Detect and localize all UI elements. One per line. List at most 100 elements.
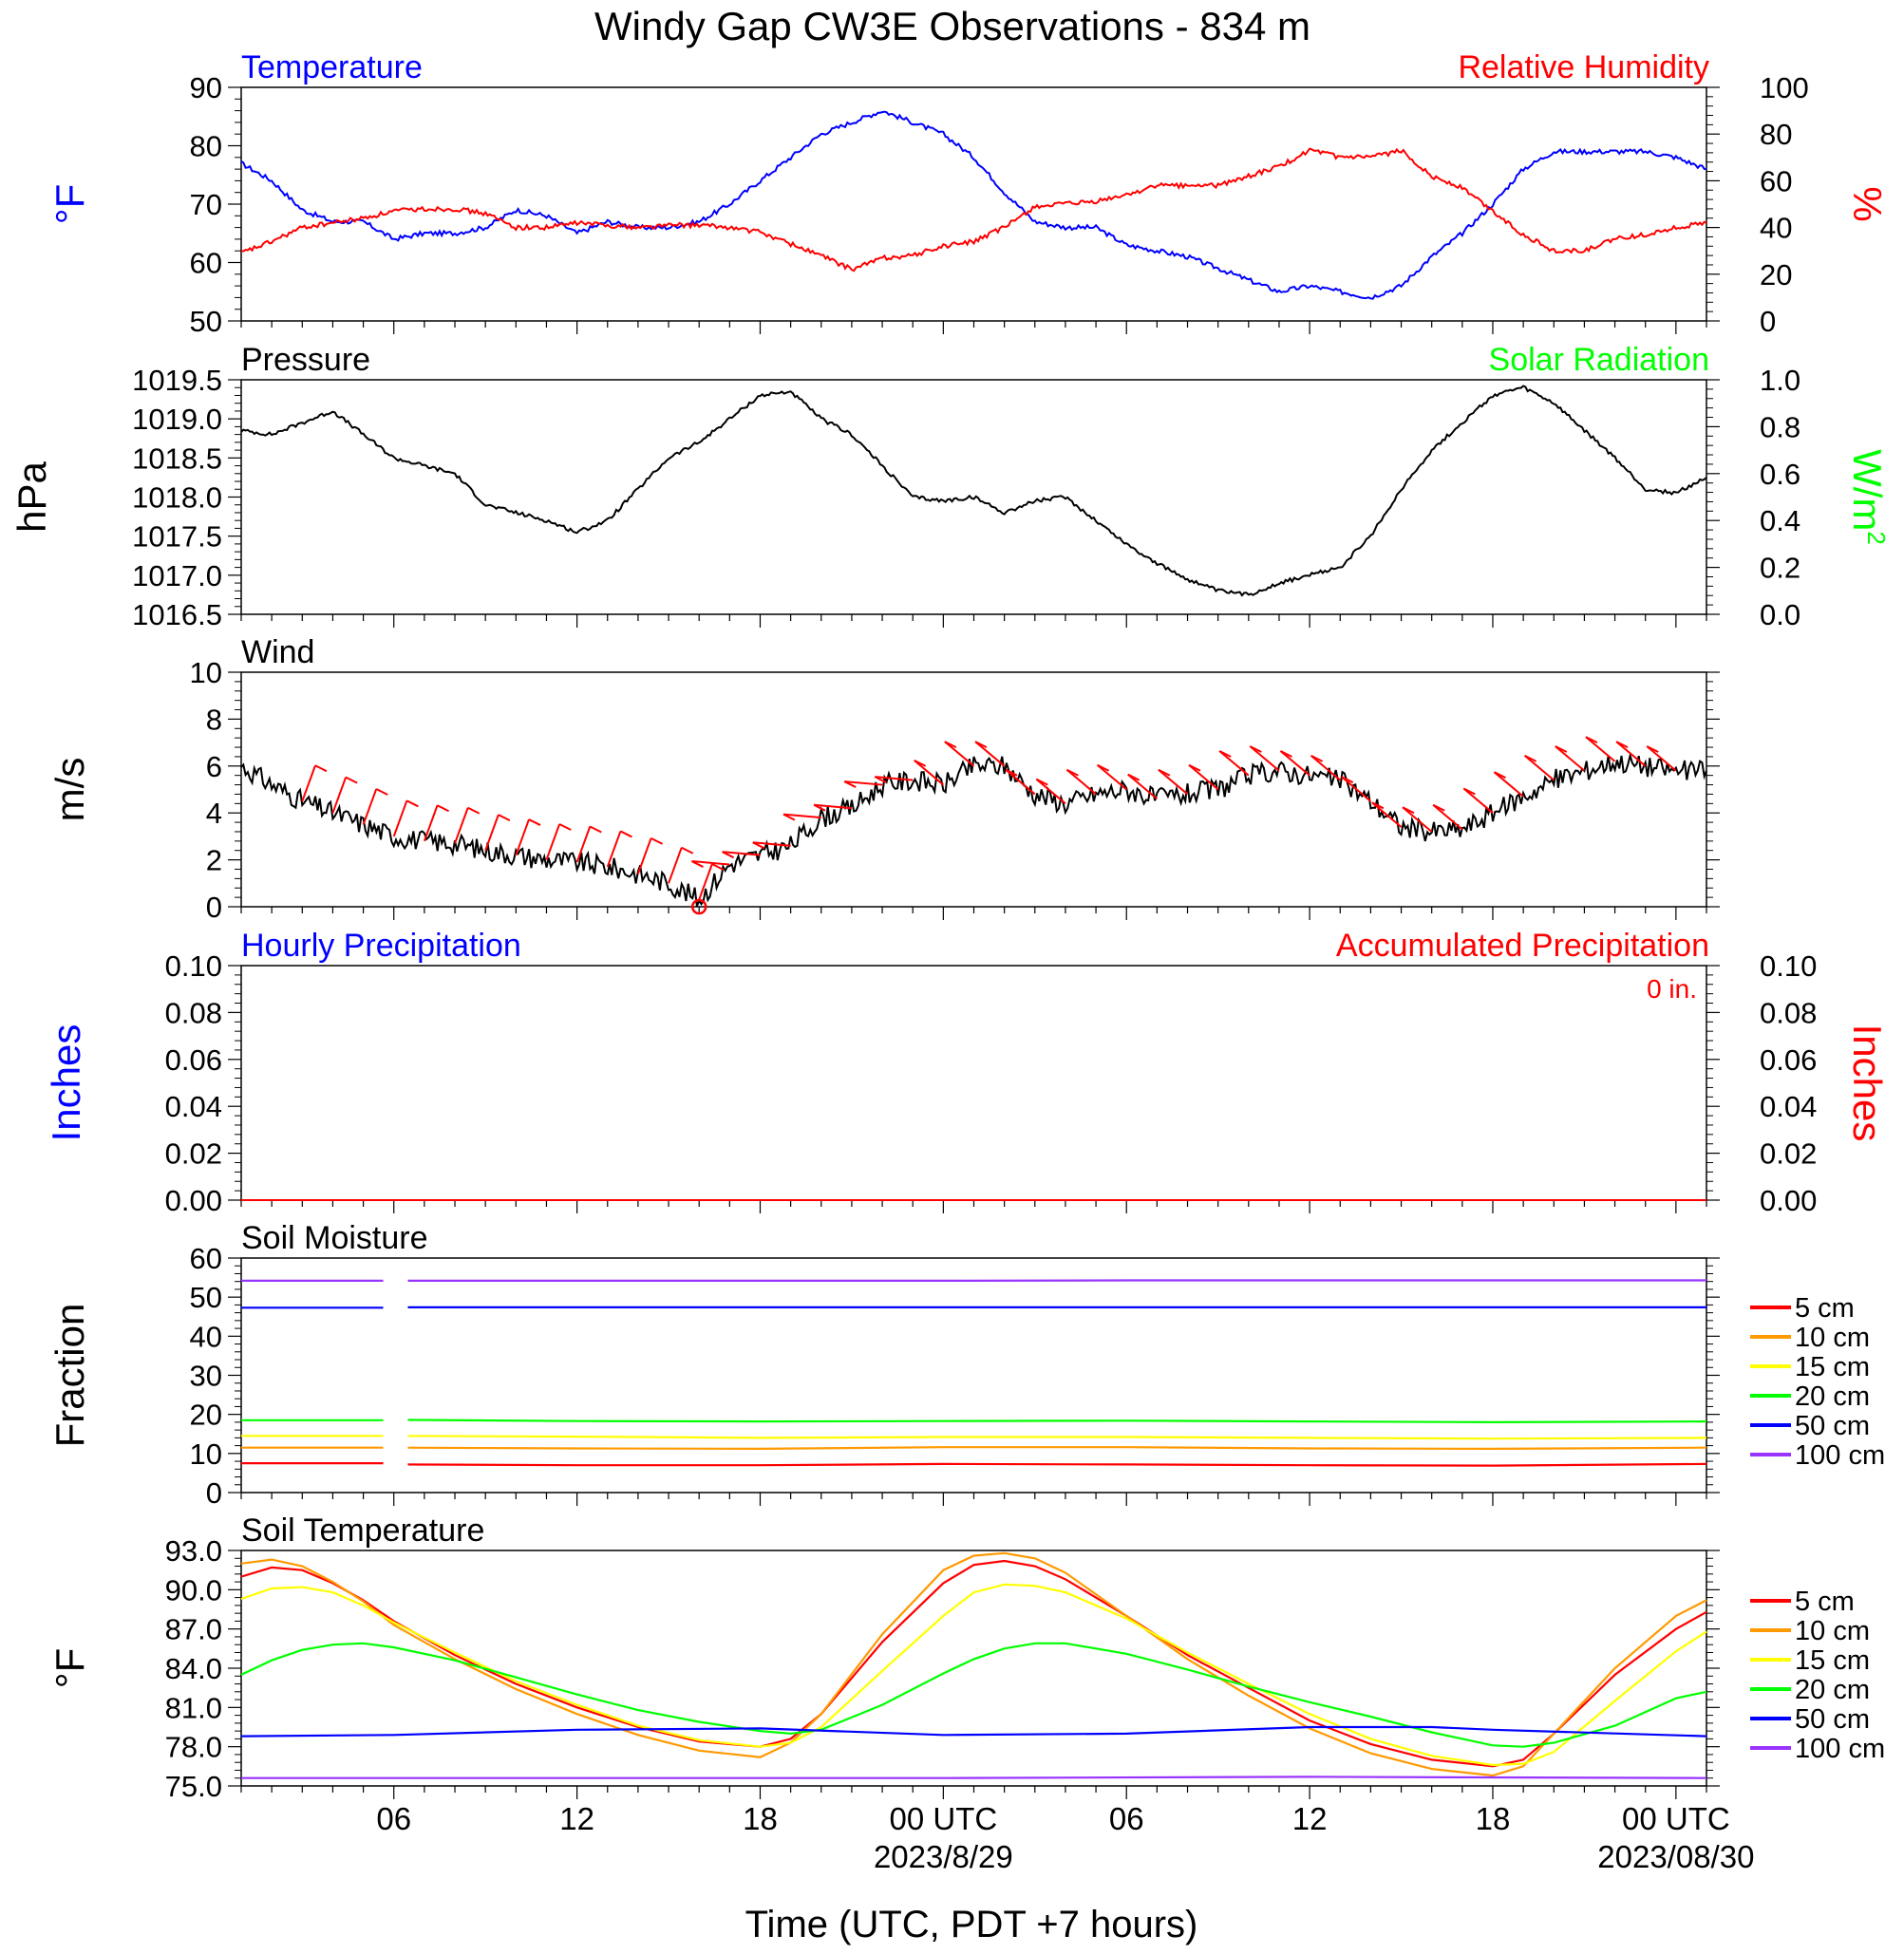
- y-left-tick-label: 10: [190, 656, 222, 689]
- y-left-axis-label: hPa: [9, 460, 54, 532]
- y-left-tick-label: 8: [206, 703, 222, 736]
- x-tick-date-label: 2023/8/29: [874, 1839, 1013, 1874]
- y-right-tick-label: 0.10: [1760, 949, 1817, 983]
- legend-label: 20 cm: [1795, 1381, 1870, 1412]
- y-right-axis-label: %: [1845, 186, 1890, 221]
- x-axis-label: Time (UTC, PDT +7 hours): [745, 1904, 1198, 1945]
- wind-barb: [362, 788, 378, 825]
- wind-barb: [1035, 778, 1066, 805]
- y-right-tick-label: 0.8: [1760, 410, 1800, 443]
- wind-barb-flag: [914, 759, 927, 767]
- wind-barb-flag: [944, 741, 957, 748]
- y-left-tick-label: 90.0: [165, 1573, 222, 1606]
- wind-barb: [844, 780, 883, 786]
- y-left-tick-label: 20: [190, 1399, 222, 1432]
- wind-barb: [944, 741, 975, 767]
- y-right-tick-label: 60: [1760, 164, 1792, 197]
- wind-barb-flag: [1371, 801, 1385, 810]
- y-left-tick-label: 0: [206, 891, 222, 924]
- wind-barb-flag: [1158, 768, 1171, 777]
- y-left-tick-label: 1017.5: [132, 520, 222, 554]
- wind-barb-flag: [650, 836, 664, 845]
- wind-barb: [1646, 745, 1677, 772]
- panel-title-left: Temperature: [241, 49, 423, 85]
- wind-barb: [698, 863, 713, 900]
- x-tick-label: 06: [376, 1801, 411, 1836]
- wind-barb: [331, 777, 348, 814]
- y-left-tick-label: 84.0: [165, 1652, 222, 1685]
- wind-barb-flag: [691, 860, 704, 868]
- wind-barb-flag: [1432, 803, 1445, 812]
- panel-temperature: 90 80 70 60 50 100 80 60 40 20 0 Temperature Relativ…: [47, 49, 1890, 338]
- y-left-axis-label: Fraction: [47, 1304, 92, 1448]
- wind-barb-flag: [843, 780, 857, 788]
- x-tick-label: 18: [743, 1801, 778, 1836]
- y-left-tick-label: 1018.5: [132, 442, 222, 475]
- data-gap: [383, 1277, 408, 1474]
- x-tick-label: 12: [1292, 1801, 1328, 1836]
- wind-barb-flag: [1555, 745, 1568, 753]
- wind-barb-flag: [711, 863, 725, 871]
- wind-barb-flag: [528, 818, 541, 826]
- wind-barb-flag: [722, 851, 735, 859]
- legend-label: 100 cm: [1795, 1734, 1885, 1764]
- wind-barb-flag: [345, 776, 358, 784]
- series-line-50-cm: [240, 1725, 1707, 1738]
- wind-barb: [1585, 736, 1616, 762]
- y-right-tick-label: 0.08: [1760, 996, 1817, 1029]
- wind-barb: [1218, 750, 1250, 777]
- panel-title-left: Soil Moisture: [241, 1220, 428, 1256]
- series-line-20-cm: [240, 1642, 1707, 1748]
- panel-precipitation: 0.10 0.08 0.06 0.04 0.02 0.00 0.10 0.08 0.06 0.04…: [44, 928, 1890, 1217]
- series-line--ff0000: [241, 147, 1707, 272]
- legend-label: 10 cm: [1795, 1616, 1870, 1646]
- legend-label: 20 cm: [1795, 1675, 1870, 1705]
- wind-barb-flag: [437, 804, 450, 813]
- y-left-tick-label: 0.04: [165, 1090, 222, 1123]
- wind-barb-flag: [1188, 763, 1201, 772]
- y-right-axis-label: Inches: [1845, 1024, 1890, 1142]
- series-line--000000: [240, 385, 1707, 597]
- y-left-tick-label: 0.02: [165, 1137, 222, 1171]
- y-left-tick-label: 1018.0: [132, 481, 222, 515]
- wind-barb: [1279, 750, 1310, 777]
- wind-barb: [1310, 755, 1341, 781]
- y-right-tick-label: 0.0: [1760, 598, 1800, 631]
- wind-barb-flag: [782, 813, 796, 821]
- wind-barb-flag: [1065, 768, 1079, 777]
- y-left-tick-label: 87.0: [165, 1613, 222, 1646]
- wind-barb: [1158, 768, 1189, 796]
- wind-barb: [1096, 764, 1127, 791]
- y-left-tick-label: 10: [190, 1437, 222, 1471]
- y-left-tick-label: 75.0: [165, 1770, 222, 1803]
- y-left-tick-label: 0.10: [165, 949, 222, 983]
- wind-barb-flag: [498, 814, 511, 822]
- wind-barb: [515, 818, 530, 856]
- wind-barb-flag: [1005, 768, 1018, 777]
- x-tick-label: 00 UTC: [1622, 1801, 1730, 1836]
- wind-barb: [484, 814, 500, 852]
- y-left-tick-label: 0: [206, 1476, 222, 1510]
- legend-label: 50 cm: [1795, 1704, 1870, 1735]
- wind-barb-flag: [375, 788, 388, 796]
- wind-barb-flag: [558, 823, 572, 831]
- legend-label: 15 cm: [1795, 1352, 1870, 1382]
- legend-label: 5 cm: [1795, 1587, 1855, 1617]
- y-left-tick-label: 4: [206, 797, 222, 830]
- wind-barb: [752, 841, 791, 847]
- panel-pressure: 1019.5 1019.0 1018.5 1018.0 1017.5 1017.0 1016…: [9, 342, 1891, 631]
- wind-barb: [1462, 787, 1494, 814]
- wind-barb-flag: [1097, 763, 1110, 772]
- y-left-tick-label: 30: [190, 1360, 222, 1393]
- y-left-tick-label: 0.06: [165, 1043, 222, 1077]
- series-line-20-cm: [396, 1419, 1707, 1424]
- y-left-tick-label: 80: [190, 130, 222, 163]
- legend-label: 15 cm: [1795, 1645, 1870, 1676]
- wind-barb-flag: [974, 741, 988, 748]
- y-left-tick-label: 60: [190, 247, 222, 280]
- y-right-tick-label: 0.00: [1760, 1184, 1817, 1217]
- panel-title-left: Wind: [241, 634, 314, 670]
- wind-barb: [1188, 764, 1219, 791]
